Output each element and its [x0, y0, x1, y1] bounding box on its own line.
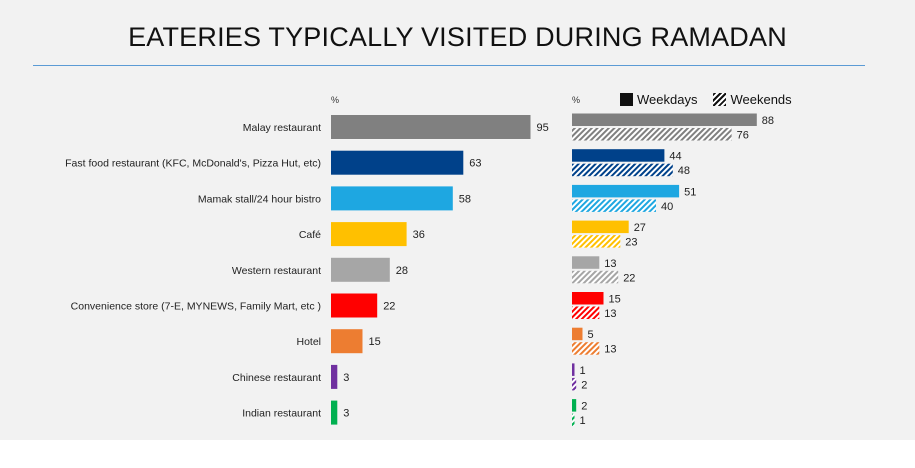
category-label-malay-restaurant: Malay restaurant [243, 122, 321, 134]
bar-weekends-malay-restaurant [572, 128, 732, 141]
legend-weekends-swatch [713, 93, 727, 106]
bar-overall-western-restaurant [331, 257, 390, 282]
right-unit-label: % [572, 95, 581, 105]
legend-weekdays-label: Weekdays [637, 92, 698, 107]
bar-weekdays-malay-restaurant [572, 113, 757, 126]
bar-weekdays-caf [572, 220, 629, 234]
bar-weekdays-mamak-stall-24-hour-bistro [572, 184, 680, 198]
bar-charts: Malay restaurant 95 Fast food restaurant (… [65, 113, 774, 427]
value-label-weekends-western-restaurant: 22 [623, 272, 635, 284]
category-label-caf: Café [299, 229, 321, 241]
bar-weekends-western-restaurant [572, 270, 619, 284]
bar-overall-hotel [331, 329, 363, 354]
value-label-weekends-hotel: 13 [604, 344, 616, 356]
legend-weekdays-swatch [620, 93, 633, 106]
bar-weekends-convenience-store-7-e-mynews-family-mart-etc [572, 306, 600, 319]
value-label-weekends-chinese-restaurant: 2 [581, 379, 587, 391]
value-label-weekends-indian-restaurant: 1 [580, 415, 586, 427]
bar-weekends-chinese-restaurant [572, 377, 577, 391]
value-label-overall-convenience-store-7-e-mynews-family-mart-etc: 22 [383, 301, 395, 313]
bar-weekdays-indian-restaurant [572, 399, 577, 412]
value-label-weekdays-western-restaurant: 13 [604, 258, 616, 270]
value-label-weekdays-indian-restaurant: 2 [581, 401, 587, 413]
bar-overall-caf [331, 222, 407, 247]
value-label-weekends-caf: 23 [625, 237, 637, 249]
value-label-overall-chinese-restaurant: 3 [343, 372, 349, 384]
legend: Weekdays Weekends [620, 92, 792, 107]
bar-weekdays-western-restaurant [572, 256, 600, 269]
bar-overall-malay-restaurant [331, 115, 531, 139]
value-label-overall-indian-restaurant: 3 [343, 408, 349, 420]
value-label-weekdays-chinese-restaurant: 1 [580, 365, 586, 377]
bar-weekdays-hotel [572, 327, 583, 341]
value-label-overall-malay-restaurant: 95 [537, 122, 549, 134]
bar-overall-fast-food-restaurant-kfc-mcdonald-s-pizza-hut-etc [331, 150, 464, 175]
value-label-weekends-mamak-stall-24-hour-bistro: 40 [661, 201, 673, 213]
bar-weekends-indian-restaurant [572, 413, 575, 427]
value-label-weekends-convenience-store-7-e-mynews-family-mart-etc: 13 [604, 308, 616, 320]
title-divider [33, 65, 865, 66]
value-label-overall-hotel: 15 [369, 336, 381, 348]
category-label-fast-food-restaurant-kfc-mcdonald-s-pizza-hut-etc: Fast food restaurant (KFC, McDonald's, P… [65, 158, 321, 170]
value-label-weekdays-fast-food-restaurant-kfc-mcdonald-s-pizza-hut-etc: 44 [669, 151, 681, 163]
value-label-weekdays-caf: 27 [634, 222, 646, 234]
value-label-weekends-fast-food-restaurant-kfc-mcdonald-s-pizza-hut-etc: 48 [678, 165, 690, 177]
category-label-hotel: Hotel [296, 336, 321, 348]
value-label-weekdays-hotel: 5 [588, 329, 594, 341]
bar-weekdays-fast-food-restaurant-kfc-mcdonald-s-pizza-hut-etc [572, 149, 665, 162]
category-label-convenience-store-7-e-mynews-family-mart-etc: Convenience store (7-E, MYNEWS, Family M… [71, 301, 321, 313]
left-unit-label: % [331, 95, 340, 105]
bar-overall-indian-restaurant [331, 400, 338, 425]
value-label-weekdays-malay-restaurant: 88 [762, 115, 774, 127]
bar-weekends-hotel [572, 342, 600, 355]
bar-weekends-mamak-stall-24-hour-bistro [572, 199, 656, 212]
bar-weekdays-chinese-restaurant [572, 363, 575, 376]
value-label-weekends-malay-restaurant: 76 [737, 130, 749, 142]
overall-bar-chart: Malay restaurant 95 Fast food restaurant (… [65, 115, 549, 425]
category-label-mamak-stall-24-hour-bistro: Mamak stall/24 hour bistro [198, 193, 321, 205]
category-label-indian-restaurant: Indian restaurant [242, 408, 321, 420]
bar-weekdays-convenience-store-7-e-mynews-family-mart-etc [572, 292, 604, 305]
bar-overall-convenience-store-7-e-mynews-family-mart-etc [331, 293, 378, 318]
value-label-overall-western-restaurant: 28 [396, 265, 408, 277]
category-label-western-restaurant: Western restaurant [232, 265, 321, 277]
value-label-overall-fast-food-restaurant-kfc-mcdonald-s-pizza-hut-etc: 63 [469, 158, 481, 170]
bar-overall-chinese-restaurant [331, 364, 338, 389]
value-label-weekdays-convenience-store-7-e-mynews-family-mart-etc: 15 [609, 294, 621, 306]
slide: EATERIES TYPICALLY VISITED DURING RAMADA… [0, 0, 915, 440]
chart-title: EATERIES TYPICALLY VISITED DURING RAMADA… [128, 22, 787, 52]
bar-overall-mamak-stall-24-hour-bistro [331, 186, 453, 211]
bar-weekends-caf [572, 235, 621, 248]
value-label-overall-caf: 36 [413, 229, 425, 241]
bar-weekends-fast-food-restaurant-kfc-mcdonald-s-pizza-hut-etc [572, 163, 673, 177]
value-label-overall-mamak-stall-24-hour-bistro: 58 [459, 193, 471, 205]
category-label-chinese-restaurant: Chinese restaurant [232, 372, 321, 384]
legend-weekends-label: Weekends [730, 92, 792, 107]
value-label-weekdays-mamak-stall-24-hour-bistro: 51 [684, 186, 696, 198]
